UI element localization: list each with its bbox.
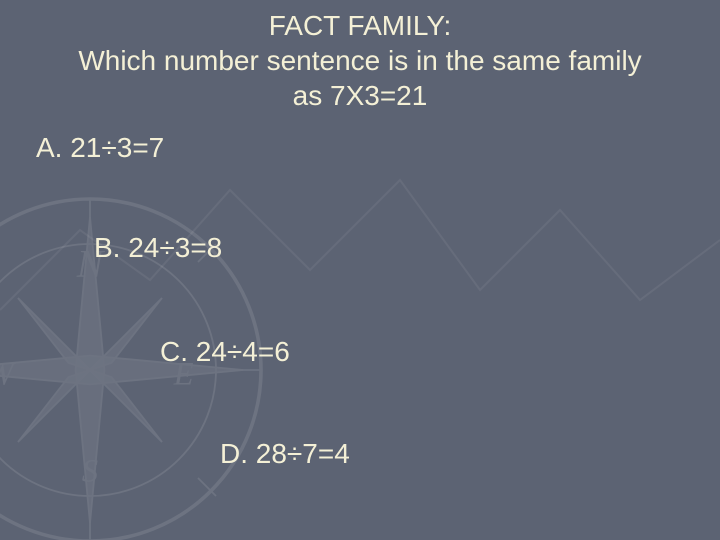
question-title: FACT FAMILY: Which number sentence is in… bbox=[0, 8, 720, 113]
title-line-1: FACT FAMILY: bbox=[0, 8, 720, 43]
answer-option-a: A. 21÷3=7 bbox=[36, 132, 164, 164]
title-line-3: as 7X3=21 bbox=[0, 78, 720, 113]
answer-option-d: D. 28÷7=4 bbox=[220, 438, 350, 470]
svg-text:W: W bbox=[0, 356, 17, 392]
title-line-2: Which number sentence is in the same fam… bbox=[0, 43, 720, 78]
answer-option-c: C. 24÷4=6 bbox=[160, 336, 290, 368]
answer-option-b: B. 24÷3=8 bbox=[94, 232, 222, 264]
svg-text:S: S bbox=[82, 454, 98, 490]
slide: N E S W FACT FAMILY: Which number senten… bbox=[0, 0, 720, 540]
